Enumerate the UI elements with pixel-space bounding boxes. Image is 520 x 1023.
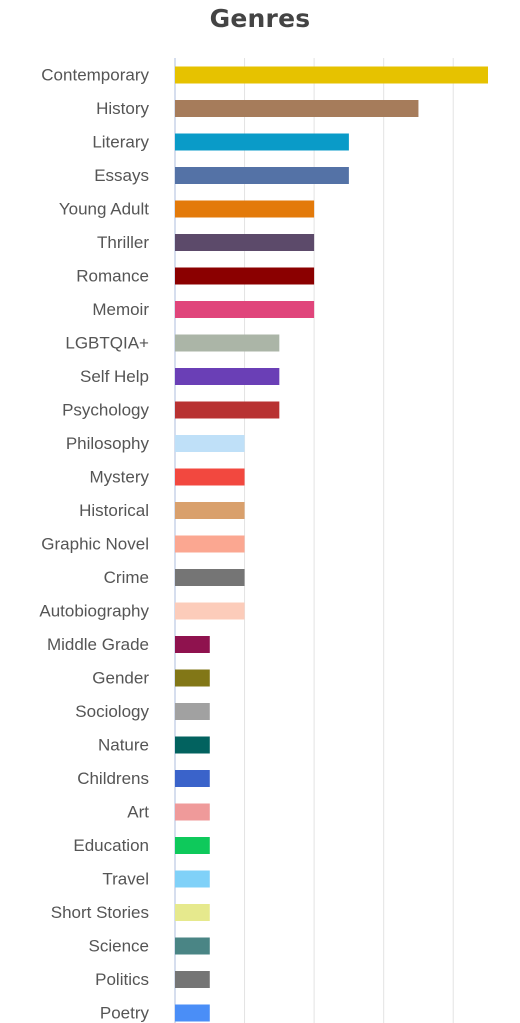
category-label: Self Help <box>80 367 149 386</box>
bar-historical <box>175 502 245 519</box>
bar-young-adult <box>175 200 315 218</box>
bar-crime <box>175 569 245 586</box>
category-label: Literary <box>92 133 149 152</box>
bar-memoir <box>175 301 315 318</box>
category-label: Science <box>89 937 149 956</box>
chart-title: Genres <box>209 4 311 33</box>
bar-lgbtqia <box>175 334 280 352</box>
category-label: Thriller <box>97 233 149 252</box>
bar-short-stories <box>175 904 210 921</box>
bar-childrens <box>175 770 210 787</box>
bar-contemporary <box>175 66 488 84</box>
category-label: Short Stories <box>51 903 149 922</box>
category-label: Education <box>73 836 149 855</box>
bar-travel <box>175 870 210 888</box>
category-label: Gender <box>92 669 149 688</box>
bar-gender <box>175 669 210 687</box>
category-label: Art <box>127 803 149 822</box>
category-label: Nature <box>98 736 149 755</box>
bar-politics <box>175 971 210 988</box>
bar-graphic-novel <box>175 535 245 553</box>
bar-nature <box>175 736 210 754</box>
category-label: Essays <box>94 166 149 185</box>
bar-autobiography <box>175 602 245 620</box>
category-label: LGBTQIA+ <box>65 334 149 353</box>
category-label: Romance <box>76 267 149 286</box>
category-label: Psychology <box>62 401 149 420</box>
bar-self-help <box>175 368 280 385</box>
bar-essays <box>175 167 349 184</box>
category-label-layer: Contemporary History Literary Essays Young A… <box>39 66 149 1023</box>
bar-philosophy <box>175 435 245 452</box>
category-label: Sociology <box>75 702 149 721</box>
category-label: Mystery <box>90 468 150 487</box>
bar-art <box>175 803 210 821</box>
bar-literary <box>175 133 349 151</box>
bar-science <box>175 937 210 955</box>
bar-thriller <box>175 234 315 251</box>
bar-layer <box>175 66 488 1022</box>
category-label: Middle Grade <box>47 635 149 654</box>
bar-psychology <box>175 401 280 419</box>
category-label: Politics <box>95 970 149 989</box>
bar-romance <box>175 267 315 285</box>
category-label: Young Adult <box>59 200 149 219</box>
category-label: History <box>96 99 149 118</box>
category-label: Graphic Novel <box>41 535 149 554</box>
category-label: Philosophy <box>66 434 150 453</box>
bar-history <box>175 100 419 117</box>
category-label: Childrens <box>77 769 149 788</box>
bar-mystery <box>175 468 245 486</box>
category-label: Memoir <box>92 300 149 319</box>
bar-poetry <box>175 1004 210 1022</box>
category-label: Contemporary <box>41 66 149 85</box>
category-label: Autobiography <box>39 602 149 621</box>
bar-education <box>175 837 210 854</box>
bar-sociology <box>175 703 210 720</box>
category-label: Crime <box>104 568 149 587</box>
category-label: Historical <box>79 501 149 520</box>
category-label: Travel <box>102 870 149 889</box>
category-label: Poetry <box>100 1004 150 1023</box>
bar-middle-grade <box>175 636 210 653</box>
